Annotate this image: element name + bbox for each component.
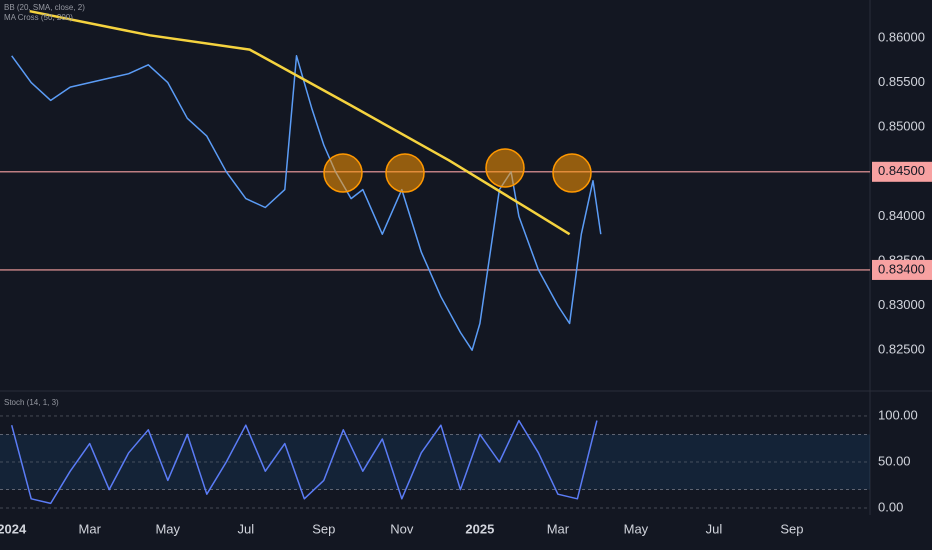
y-tick-label: 0.00 [878, 499, 903, 514]
level-label-bg [872, 259, 932, 280]
x-tick-label: Jul [237, 521, 254, 536]
legend-text: MA Cross (50, 200) [4, 13, 73, 22]
level-label: 0.84500 [878, 163, 925, 178]
y-tick-label: 0.85000 [878, 119, 925, 134]
x-tick-label: Mar [547, 521, 570, 536]
annotations [323, 148, 592, 193]
x-tick-label: Mar [79, 521, 102, 536]
series-line [29, 9, 571, 236]
y-tick-label: 0.84000 [878, 208, 925, 223]
y-tick-label: 0.83000 [878, 297, 925, 312]
highlight-circle [323, 153, 363, 193]
x-tick-label: Nov [390, 521, 414, 536]
x-tick-label: Jul [706, 521, 723, 536]
x-tick-label: Sep [780, 521, 803, 536]
x-tick-label: 2025 [465, 521, 494, 536]
x-tick-label: Sep [312, 521, 335, 536]
x-tick-label: May [155, 521, 180, 536]
y-tick-label: 0.86000 [878, 29, 925, 44]
y-tick-label: 0.82500 [878, 342, 925, 357]
highlight-circle [552, 153, 592, 193]
x-tick-label: May [624, 521, 649, 536]
legend-text: Stoch (14, 1, 3) [4, 398, 59, 407]
y-tick-label: 100.00 [878, 407, 918, 422]
level-label-bg [872, 161, 932, 182]
highlight-circle [485, 148, 525, 188]
x-tick-label: 2024 [0, 521, 27, 536]
y-tick-label: 50.00 [878, 453, 911, 468]
y-tick-label: 0.85500 [878, 74, 925, 89]
legend-text: BB (20, SMA, close, 2) [4, 3, 85, 12]
series-line [10, 419, 598, 505]
level-label: 0.83400 [878, 261, 925, 276]
highlight-circle [385, 153, 425, 193]
